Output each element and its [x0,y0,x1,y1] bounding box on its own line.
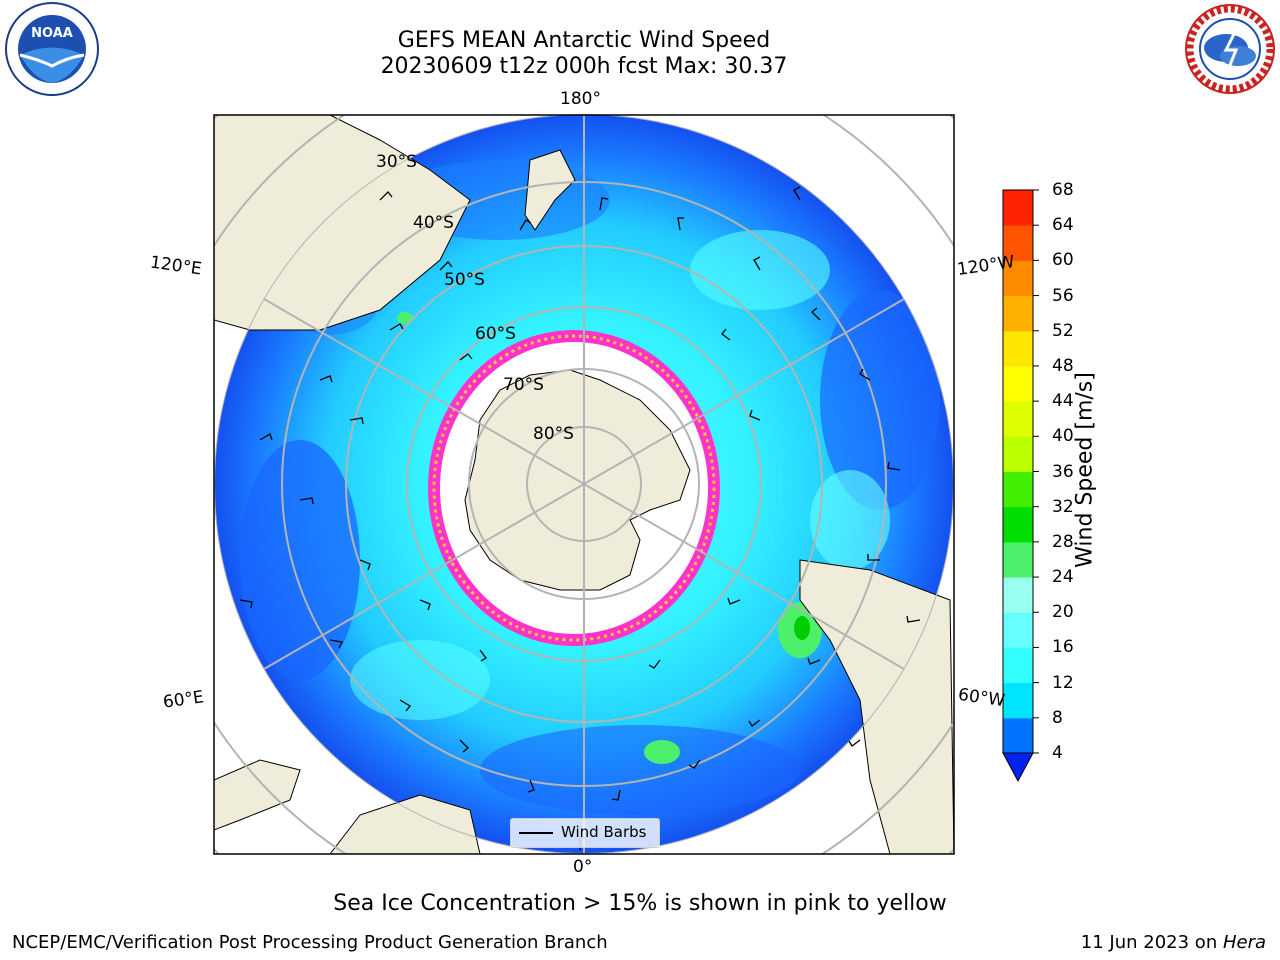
lat-label-60s: 60°S [475,324,516,344]
chart-title: GEFS MEAN Antarctic Wind Speed [397,28,771,53]
noaa-logo: NOAA [5,2,99,96]
colorbar-segment [1003,190,1033,226]
colorbar-segment [1003,260,1033,297]
nws-logo [1185,4,1275,94]
colorbar-tick-label: 64 [1052,215,1074,236]
colorbar-tick-label: 20 [1052,602,1074,623]
colorbar-segment [1003,295,1033,332]
colorbar-tick-label: 36 [1052,461,1074,482]
colorbar-segment [1003,436,1033,472]
colorbar-tick-label: 4 [1052,743,1063,763]
lon-label-0: 0° [573,857,593,877]
colorbar-segment [1003,682,1033,719]
colorbar-segment [1003,330,1033,367]
colorbar-tick-label: 28 [1052,531,1074,552]
lat-label-80s: 80°S [533,424,574,444]
colorbar-tick-label: 56 [1052,285,1074,306]
graticule [214,114,954,854]
legend-label: Wind Barbs [561,823,647,841]
colorbar-segment [1003,577,1033,613]
colorbar-segment [1003,471,1033,508]
lat-label-30s: 30°S [376,152,417,172]
colorbar-tick-label: 40 [1052,426,1074,447]
colorbar-tick-label: 60 [1052,250,1074,271]
svg-text:NOAA: NOAA [31,26,73,41]
legend-swatch [519,832,553,834]
footer-date-text: 11 Jun 2023 on [1080,932,1223,953]
colorbar-tick-label: 44 [1052,391,1074,412]
sea-ice-note: Sea Ice Concentration > 15% is shown in … [333,891,947,916]
colorbar-tick-label: 8 [1052,707,1063,728]
chart-subtitle: 20230609 t12z 000h fcst Max: 30.37 [380,54,788,79]
lat-label-70s: 70°S [503,375,544,395]
colorbar-segment [1003,717,1033,754]
colorbar-segment [1003,401,1033,437]
colorbar-tick-label: 16 [1052,637,1074,658]
footer-credit: NCEP/EMC/Verification Post Processing Pr… [12,932,608,953]
colorbar-under-arrow [1002,752,1034,783]
map-frame [213,114,955,855]
colorbar [1002,189,1039,783]
lon-label-180: 180° [560,89,601,109]
colorbar-segment [1003,225,1033,261]
colorbar-tick-label: 24 [1052,567,1074,588]
lat-label-50s: 50°S [444,270,485,290]
colorbar-label: Wind Speed [m/s] [1072,372,1098,568]
colorbar-segment [1003,647,1033,684]
colorbar-tick-label: 52 [1052,320,1074,341]
colorbar-segment [1003,365,1033,402]
colorbar-tick-label: 12 [1052,672,1074,693]
colorbar-tick-label: 68 [1052,180,1074,200]
lat-label-40s: 40°S [413,213,454,233]
footer-date: 11 Jun 2023 on Hera [1081,932,1266,953]
colorbar-segment [1003,506,1033,543]
colorbar-segment [1003,541,1033,578]
footer-host: Hera [1222,932,1266,953]
colorbar-segment [1003,612,1033,648]
colorbar-tick-label: 48 [1052,355,1074,376]
map-legend: Wind Barbs [510,818,660,848]
colorbar-tick-label: 32 [1052,496,1074,517]
